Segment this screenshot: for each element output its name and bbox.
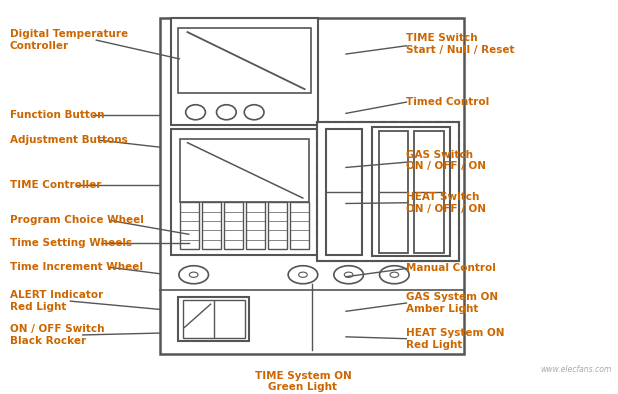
Bar bbox=[246, 203, 265, 249]
Text: HEAT Switch
ON / OFF / ON: HEAT Switch ON / OFF / ON bbox=[407, 192, 486, 214]
Circle shape bbox=[179, 266, 208, 284]
Text: GAS System ON
Amber Light: GAS System ON Amber Light bbox=[407, 292, 499, 314]
Bar bbox=[178, 28, 311, 93]
Circle shape bbox=[189, 272, 198, 277]
Bar bbox=[316, 122, 459, 261]
Text: Manual Control: Manual Control bbox=[407, 264, 496, 273]
Bar bbox=[160, 18, 464, 354]
Bar bbox=[373, 127, 450, 256]
Ellipse shape bbox=[185, 105, 205, 120]
Bar bbox=[326, 129, 362, 255]
Text: Time Setting Wheels: Time Setting Wheels bbox=[10, 238, 132, 248]
Ellipse shape bbox=[244, 105, 264, 120]
Bar bbox=[180, 139, 309, 202]
Text: Program Choice Wheel: Program Choice Wheel bbox=[10, 216, 144, 225]
Text: TIME System ON
Green Light: TIME System ON Green Light bbox=[255, 371, 351, 392]
Bar bbox=[171, 18, 318, 125]
Circle shape bbox=[334, 266, 363, 284]
Circle shape bbox=[298, 272, 307, 277]
Text: ON / OFF Switch
Black Rocker: ON / OFF Switch Black Rocker bbox=[10, 324, 104, 346]
Text: Timed Control: Timed Control bbox=[407, 97, 489, 107]
Bar bbox=[180, 203, 199, 249]
Text: Time Increment Wheel: Time Increment Wheel bbox=[10, 262, 143, 272]
Ellipse shape bbox=[216, 105, 236, 120]
Bar bbox=[171, 129, 318, 255]
Circle shape bbox=[379, 266, 409, 284]
Bar bbox=[182, 300, 245, 338]
Bar bbox=[316, 122, 459, 261]
Text: GAS Switch
ON / OFF / ON: GAS Switch ON / OFF / ON bbox=[407, 149, 486, 171]
Bar bbox=[178, 297, 249, 340]
Text: HEAT System ON
Red Light: HEAT System ON Red Light bbox=[407, 328, 505, 349]
Bar bbox=[414, 131, 444, 253]
Text: Adjustment Buttons: Adjustment Buttons bbox=[10, 136, 128, 145]
Circle shape bbox=[288, 266, 318, 284]
Bar bbox=[202, 203, 221, 249]
Text: Digital Temperature
Controller: Digital Temperature Controller bbox=[10, 29, 128, 51]
Bar bbox=[268, 203, 287, 249]
Text: Function Button: Function Button bbox=[10, 110, 104, 120]
Bar bbox=[290, 203, 309, 249]
Text: ALERT Indicator
Red Light: ALERT Indicator Red Light bbox=[10, 290, 103, 312]
Circle shape bbox=[390, 272, 399, 277]
Circle shape bbox=[344, 272, 353, 277]
Text: TIME Controller: TIME Controller bbox=[10, 180, 101, 190]
Text: TIME Switch
Start / Null / Reset: TIME Switch Start / Null / Reset bbox=[407, 33, 515, 55]
Bar bbox=[378, 131, 408, 253]
Text: www.elecfans.com: www.elecfans.com bbox=[540, 365, 611, 374]
Bar bbox=[224, 203, 243, 249]
